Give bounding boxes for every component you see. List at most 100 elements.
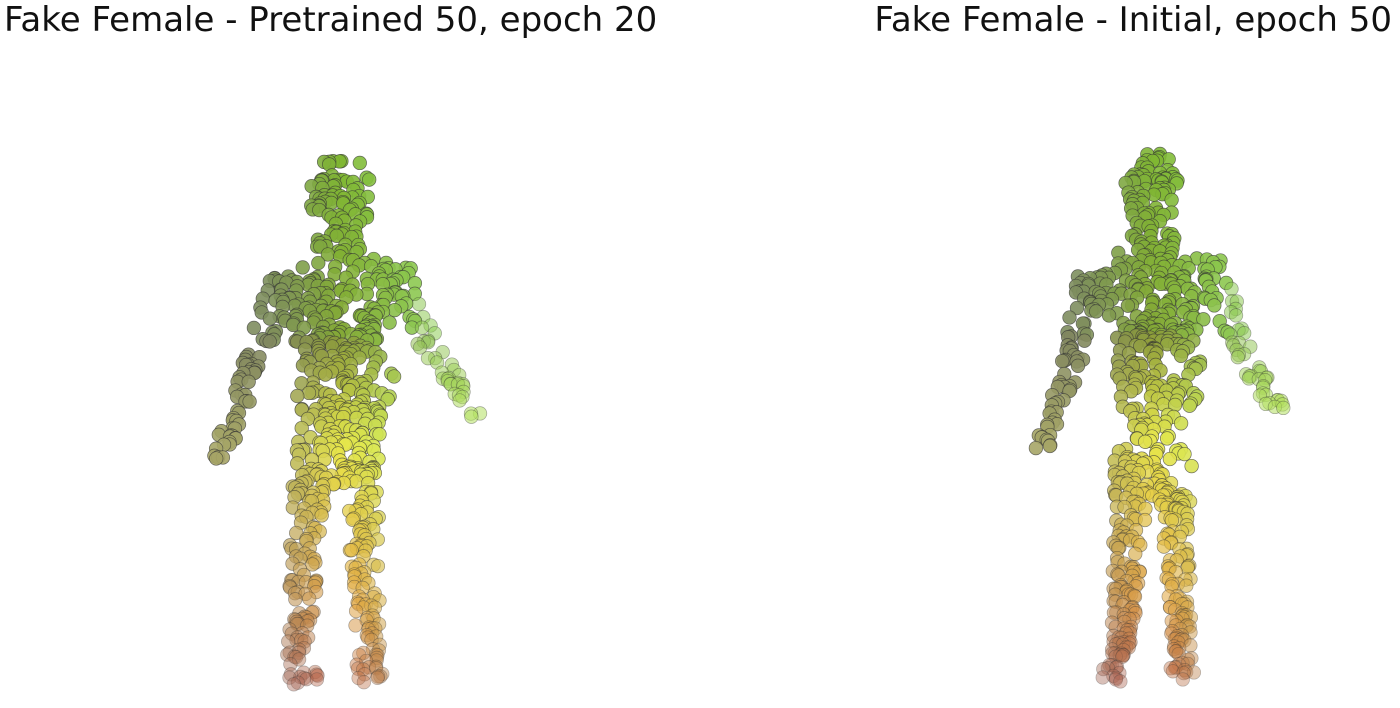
scatter-point	[1115, 648, 1131, 663]
scatter-point	[358, 653, 374, 669]
scatter-point	[1112, 647, 1127, 663]
scatter-point	[1168, 644, 1183, 659]
scatter-point	[368, 659, 384, 674]
scatter-point	[357, 667, 372, 682]
chart-title-right: Fake Female - Initial, epoch 50	[874, 0, 1392, 40]
scatter-point	[288, 592, 303, 607]
scatter-point	[290, 675, 306, 690]
scatter-point	[299, 672, 314, 687]
scatter-point	[1177, 663, 1192, 678]
scatter-point	[356, 675, 372, 690]
scatter-point	[365, 642, 381, 657]
scatter-point	[1042, 438, 1058, 454]
scatter-point	[1116, 634, 1132, 650]
scatter-point	[344, 543, 359, 558]
scatter-point	[1101, 308, 1117, 323]
scatter-point	[1069, 300, 1085, 316]
scatter-point	[296, 665, 311, 680]
scatter-point	[314, 508, 329, 523]
scatter-point	[1180, 656, 1195, 672]
chart-panel-right: Fake Female - Initial, epoch 50	[700, 0, 1400, 708]
scatter-point	[370, 648, 385, 663]
scatter-point	[1159, 431, 1175, 446]
scatter-point	[1108, 660, 1124, 675]
scatter-point	[1228, 308, 1244, 323]
scatter-point	[280, 647, 295, 662]
scatter-point	[1207, 298, 1222, 313]
scatter-point	[1123, 635, 1138, 650]
scatter-point	[1114, 646, 1129, 661]
scatter-point	[355, 662, 371, 677]
scatter-point	[283, 657, 298, 672]
scatter-point	[311, 255, 326, 271]
scatter-point	[1095, 670, 1110, 685]
scatter-point	[352, 647, 367, 663]
scatter-point	[286, 677, 301, 692]
scatter-point	[361, 660, 377, 675]
scatter-point	[356, 645, 371, 661]
scatter-point	[1112, 635, 1127, 651]
scatter-point	[1276, 400, 1291, 416]
scatter-point	[296, 670, 312, 686]
scatter-point	[1108, 637, 1124, 652]
scatter-point	[241, 374, 256, 389]
scatter-point	[348, 603, 364, 619]
scatter-point	[1184, 651, 1199, 666]
scatter-point	[242, 394, 257, 409]
scatter-point	[295, 260, 310, 275]
scatter-point	[349, 474, 364, 489]
scatter-point	[348, 618, 363, 633]
scatter-point	[1122, 631, 1137, 646]
scatter-point	[1186, 665, 1202, 680]
scatter-point	[1177, 446, 1192, 462]
scatter-point	[1182, 398, 1197, 413]
scatter-point	[305, 557, 320, 572]
scatter-point	[1105, 646, 1120, 661]
scatter-point	[1116, 647, 1131, 663]
scatter-point	[309, 672, 325, 687]
scatter-point	[262, 311, 278, 326]
scatter-point	[1173, 416, 1189, 431]
scatter-point	[1121, 640, 1136, 655]
scatter-point	[294, 420, 309, 436]
scatter-point	[1100, 660, 1116, 676]
scatter-point	[310, 668, 325, 683]
scatter-point	[412, 340, 428, 355]
scatter-point	[368, 661, 384, 676]
scatter-point	[1102, 657, 1117, 673]
scatter-point	[1106, 634, 1121, 649]
scatter-point	[293, 669, 308, 685]
scatter-point	[387, 302, 402, 318]
scatter-point	[1108, 672, 1124, 687]
scatter-point	[1109, 659, 1125, 675]
scatter-point	[1175, 672, 1190, 687]
scatter-point	[1104, 642, 1120, 657]
scatter-point	[352, 155, 367, 171]
scatter-point	[1183, 638, 1198, 653]
scatter-point	[386, 369, 402, 384]
scatter-point	[369, 650, 384, 666]
scatter-point	[373, 669, 388, 684]
scatter-point	[1177, 633, 1192, 648]
scatter-point	[414, 320, 430, 335]
scatter-point	[464, 409, 479, 424]
scatter-point	[281, 634, 296, 649]
scatter-point	[290, 388, 305, 404]
scatter-point	[370, 670, 385, 685]
scatter-point	[329, 228, 344, 243]
scatter-point	[1180, 652, 1196, 667]
scatter-point	[1115, 649, 1130, 664]
scatter-point	[350, 661, 366, 676]
scatter-point	[1179, 664, 1194, 680]
scatter-point	[246, 320, 262, 336]
scatter-point	[292, 642, 307, 657]
scatter-point	[318, 367, 333, 382]
scatter-point	[372, 637, 387, 652]
scatter-point	[1108, 649, 1123, 664]
scatter-point	[1137, 512, 1153, 528]
scatter-point	[1106, 668, 1121, 684]
scatter-point	[283, 667, 299, 682]
scatter-point	[370, 669, 386, 684]
scatter-point	[1055, 353, 1070, 369]
scatter-point	[1077, 333, 1092, 348]
